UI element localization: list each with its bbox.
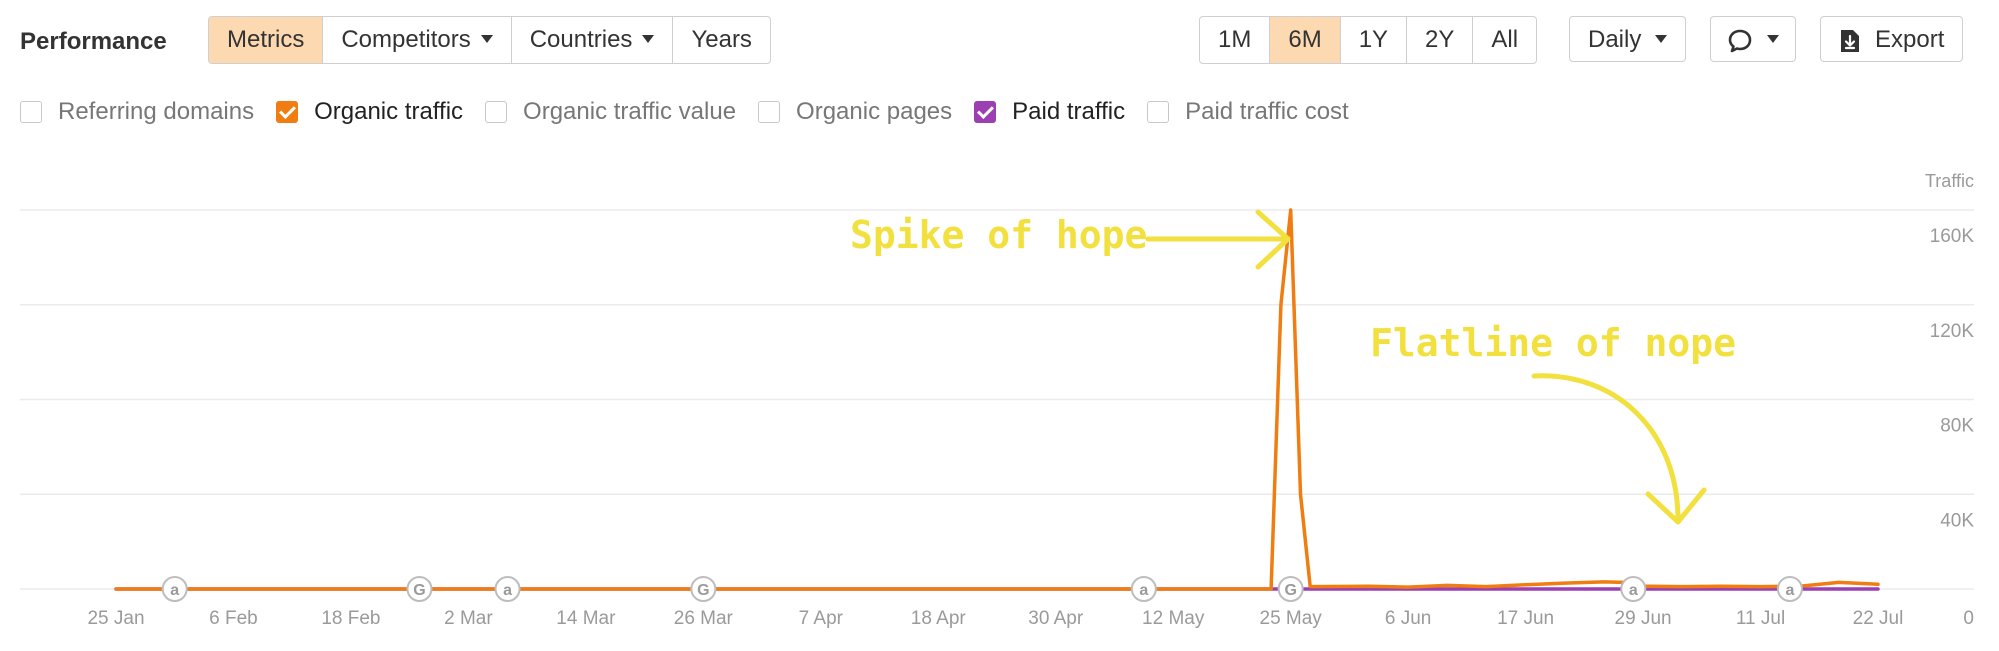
y-tick-label: 40K (1940, 510, 1974, 531)
marker-glyph: a (1785, 582, 1794, 599)
google-update-marker[interactable]: G (1277, 576, 1304, 602)
arrow-right-icon (1145, 209, 1291, 270)
tab-years-label: Years (691, 26, 752, 53)
annotation-marker[interactable]: a (1130, 576, 1157, 602)
marker-glyph: a (1139, 582, 1148, 599)
view-tab-group: Metrics Competitors Countries Years (208, 16, 771, 64)
marker-circle (690, 576, 717, 602)
metric-label: Paid traffic (1012, 98, 1126, 125)
chevron-down-icon (642, 34, 655, 43)
checkbox[interactable] (758, 101, 781, 123)
annotation-spike-of-hope: Spike of hope (850, 213, 1147, 257)
marker-glyph: a (1629, 582, 1638, 599)
marker-circle (406, 576, 433, 602)
page-title: Performance (20, 28, 167, 55)
y-tick-label: 160K (1930, 226, 1975, 247)
y-tick-label: 80K (1940, 416, 1974, 437)
metric-referring-domains[interactable]: Referring domains (20, 98, 254, 126)
x-tick-label: 6 Feb (209, 608, 258, 629)
export-button[interactable]: Export (1820, 16, 1964, 62)
y-axis-title: Traffic (1925, 171, 1974, 191)
x-tick-label: 7 Apr (799, 608, 844, 629)
y-tick-label: 120K (1930, 321, 1975, 342)
x-tick-label: 2 Mar (444, 608, 493, 629)
x-tick-label: 18 Feb (321, 608, 380, 629)
marker-circle (1130, 576, 1157, 602)
annotations-dropdown[interactable] (1710, 16, 1796, 62)
y-tick-label: 0 (1963, 608, 1974, 629)
google-update-marker[interactable]: G (690, 576, 717, 602)
x-tick-label: 18 Apr (911, 608, 967, 629)
annotation-marker[interactable]: a (161, 576, 188, 602)
interval-label: Daily (1588, 26, 1642, 53)
tab-metrics-label: Metrics (227, 26, 305, 53)
marker-circle (1776, 576, 1803, 602)
chevron-down-icon (1655, 34, 1668, 43)
marker-circle (494, 576, 521, 602)
metric-label: Organic traffic value (523, 98, 737, 125)
metric-paid-traffic-cost[interactable]: Paid traffic cost (1147, 98, 1349, 126)
x-tick-label: 22 Jul (1853, 608, 1904, 629)
metric-label: Paid traffic cost (1185, 98, 1349, 125)
x-tick-label: 25 Jan (87, 608, 144, 629)
marker-glyph: G (1284, 582, 1296, 599)
range-tab-group: 1M 6M 1Y 2Y All (1199, 16, 1538, 64)
arrow-curved-down-icon (1531, 373, 1707, 525)
x-tick-label: 17 Jun (1497, 608, 1554, 629)
comment-bubble-icon (1728, 29, 1752, 52)
google-update-marker[interactable]: G (406, 576, 433, 602)
annotation-marker[interactable]: a (1620, 576, 1647, 602)
metric-organic-pages[interactable]: Organic pages (758, 98, 952, 126)
checkbox[interactable] (485, 101, 508, 123)
metric-organic-traffic-value[interactable]: Organic traffic value (485, 98, 736, 126)
metric-label: Organic traffic (314, 98, 464, 125)
tab-countries-label: Countries (529, 26, 633, 53)
toolbar: Performance Metrics Competitors Countrie… (0, 16, 1999, 64)
tab-years[interactable]: Years (673, 17, 770, 63)
x-tick-label: 14 Mar (556, 608, 616, 629)
marker-circle (1277, 576, 1304, 602)
checkbox[interactable] (1147, 101, 1170, 123)
export-label: Export (1875, 26, 1945, 53)
range-all[interactable]: All (1491, 26, 1519, 53)
download-document-icon (1841, 29, 1859, 52)
annotation-marker[interactable]: a (494, 576, 521, 602)
metric-label: Referring domains (58, 98, 255, 125)
interval-dropdown[interactable]: Daily (1569, 16, 1687, 62)
tab-countries[interactable]: Countries (512, 17, 674, 63)
metric-organic-traffic[interactable]: Organic traffic (276, 98, 463, 126)
marker-glyph: G (413, 582, 425, 599)
x-tick-label: 11 Jul (1736, 608, 1785, 629)
marker-glyph: a (170, 582, 179, 599)
metric-paid-traffic[interactable]: Paid traffic (974, 98, 1125, 126)
range-6m[interactable]: 6M (1270, 17, 1341, 63)
x-tick-label: 30 Apr (1028, 608, 1084, 629)
tab-competitors[interactable]: Competitors (323, 17, 512, 63)
range-1m[interactable]: 1M (1200, 17, 1271, 63)
marker-glyph: a (503, 582, 512, 599)
x-tick-label: 6 Jun (1385, 608, 1431, 629)
checkbox-checked[interactable] (974, 101, 997, 123)
metric-checkbox-row: Referring domains Organic traffic Organi… (20, 92, 1371, 132)
checkbox[interactable] (20, 101, 42, 123)
x-tick-label: 25 May (1260, 608, 1323, 629)
marker-circle (161, 576, 188, 602)
chevron-down-icon (1767, 34, 1779, 43)
checkbox-checked[interactable] (276, 101, 299, 123)
marker-circle (1620, 576, 1647, 602)
metric-label: Organic pages (796, 98, 953, 125)
x-tick-label: 12 May (1142, 608, 1205, 629)
range-2y[interactable]: 2Y (1407, 17, 1474, 63)
x-tick-label: 29 Jun (1615, 608, 1672, 629)
marker-glyph: G (697, 582, 709, 599)
annotation-marker[interactable]: a (1776, 576, 1803, 602)
x-tick-label: 26 Mar (674, 608, 734, 629)
tab-metrics[interactable]: Metrics (209, 17, 324, 63)
range-1y[interactable]: 1Y (1341, 17, 1408, 63)
series-line-organic-traffic (114, 208, 1880, 591)
tab-competitors-label: Competitors (341, 26, 471, 53)
chevron-down-icon (480, 34, 493, 43)
annotation-flatline-of-nope: Flatline of nope (1370, 321, 1736, 365)
